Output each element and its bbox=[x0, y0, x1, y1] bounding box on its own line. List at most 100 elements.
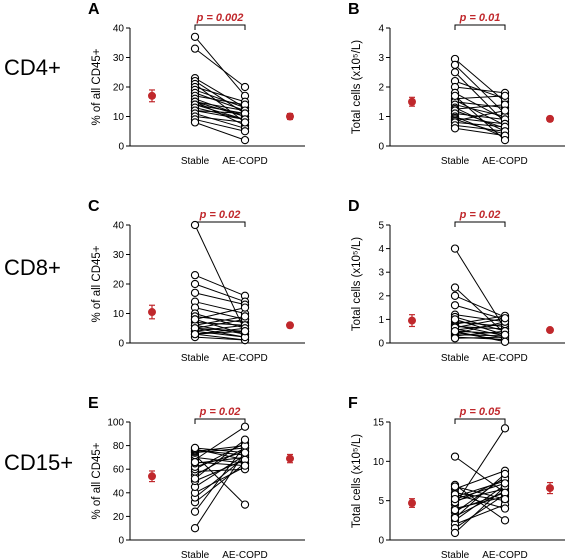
stable-point bbox=[450, 91, 460, 100]
pair-line bbox=[194, 330, 246, 335]
stable-mean-marker bbox=[408, 499, 416, 508]
y-tick-label: 5 bbox=[378, 221, 384, 232]
pair-line bbox=[194, 104, 246, 115]
y-axis-label: Total cells (x10⁵/L) bbox=[351, 237, 363, 331]
pair-line bbox=[454, 456, 506, 494]
pair-line bbox=[454, 248, 506, 330]
pair-line bbox=[454, 492, 506, 511]
y-tick-label: 5 bbox=[378, 496, 384, 507]
x-category-stable: Stable bbox=[441, 550, 470, 558]
stable-point bbox=[190, 443, 200, 453]
pair-line bbox=[194, 447, 246, 476]
ae-copd-point bbox=[500, 424, 510, 433]
y-tick-label: 10 bbox=[113, 309, 125, 320]
stable-point bbox=[450, 505, 460, 515]
x-category-stable: Stable bbox=[441, 156, 470, 167]
ae-copd-point bbox=[240, 500, 250, 509]
stable-point bbox=[450, 291, 460, 300]
pair-line bbox=[194, 118, 246, 132]
pair-line bbox=[194, 315, 246, 326]
ae-copd-point bbox=[240, 422, 250, 431]
ae-copd-mean-marker bbox=[286, 321, 294, 330]
pair-line bbox=[194, 92, 246, 112]
y-tick-label: 4 bbox=[378, 244, 384, 255]
panel-a: A % of all CD45+ 0 10 20 30 40 Stable AE-COPD p =… bbox=[88, 1, 305, 167]
stable-point bbox=[450, 60, 460, 70]
p-value-label: p = 0.02 bbox=[459, 209, 501, 221]
pair-line bbox=[454, 95, 506, 141]
pair-line bbox=[454, 318, 506, 336]
ae-copd-point bbox=[500, 494, 510, 504]
pair-line bbox=[194, 461, 246, 467]
y-axis-label: % of all CD45+ bbox=[91, 48, 103, 125]
ae-copd-point bbox=[500, 330, 510, 339]
stable-mean-marker bbox=[148, 308, 156, 317]
pair-line bbox=[194, 307, 246, 320]
stable-point bbox=[450, 482, 460, 491]
ae-copd-point bbox=[240, 327, 250, 336]
stable-point bbox=[190, 220, 200, 230]
pair-line bbox=[454, 110, 506, 129]
panel-c: C % of all CD45+ 0 10 20 30 40 Stable AE-COPD p =… bbox=[88, 198, 305, 364]
pair-line bbox=[454, 478, 506, 503]
stable-point bbox=[190, 288, 200, 297]
ae-copd-point bbox=[240, 135, 250, 145]
y-tick-label: 15 bbox=[373, 418, 385, 429]
pair-line bbox=[454, 480, 506, 498]
pair-line bbox=[194, 439, 246, 480]
pair-line bbox=[194, 327, 246, 332]
y-tick-label: 3 bbox=[378, 53, 384, 64]
pair-line bbox=[454, 317, 506, 329]
y-tick-label: 0 bbox=[118, 142, 124, 153]
x-category-stable: Stable bbox=[441, 353, 470, 364]
pair-line bbox=[194, 454, 246, 505]
y-tick-label: 3 bbox=[378, 268, 384, 279]
stable-point bbox=[190, 457, 200, 467]
ae-copd-point bbox=[240, 461, 250, 470]
y-tick-label: 40 bbox=[113, 24, 125, 35]
pair-line bbox=[454, 104, 506, 110]
ae-copd-point bbox=[500, 314, 510, 323]
pair-line bbox=[454, 470, 506, 490]
panel-b: B Total cells (x10⁵/L) 0 1 2 3 4 Stable AE-COPD p… bbox=[348, 1, 565, 167]
stable-point bbox=[450, 494, 460, 504]
pair-line bbox=[454, 110, 506, 122]
pair-line bbox=[194, 454, 246, 488]
pair-line bbox=[194, 447, 246, 454]
pair-line bbox=[194, 116, 246, 123]
panel-f: F Total cells (x10⁵/L) 0 5 10 15 Stable AE-COPD… bbox=[348, 395, 565, 558]
pair-line bbox=[454, 86, 506, 94]
ae-copd-point bbox=[240, 303, 250, 312]
pair-line bbox=[194, 83, 246, 123]
stable-mean-marker bbox=[148, 91, 156, 100]
y-axis-label: % of all CD45+ bbox=[91, 442, 103, 519]
significance-bracket bbox=[194, 24, 246, 30]
ae-copd-point bbox=[240, 312, 250, 321]
pair-line bbox=[194, 318, 246, 329]
row-label-cd8: CD8+ bbox=[4, 255, 61, 280]
pair-line bbox=[454, 118, 506, 135]
pair-line bbox=[194, 301, 246, 314]
ae-copd-point bbox=[500, 516, 510, 525]
x-category-ae-copd: AE-COPD bbox=[482, 353, 528, 364]
stable-point bbox=[450, 124, 460, 133]
stable-point bbox=[450, 513, 460, 523]
y-tick-label: 4 bbox=[378, 24, 384, 35]
panel-letter: D bbox=[348, 198, 360, 215]
stable-point bbox=[450, 528, 460, 538]
stable-point bbox=[190, 507, 200, 516]
pair-line bbox=[454, 95, 506, 100]
pair-line bbox=[194, 95, 246, 106]
pair-line bbox=[454, 124, 506, 132]
pair-line bbox=[194, 457, 246, 498]
x-category-ae-copd: AE-COPD bbox=[222, 353, 268, 364]
y-tick-label: 20 bbox=[113, 280, 125, 291]
pair-line bbox=[454, 321, 506, 335]
stable-point bbox=[450, 301, 460, 310]
panel-letter: F bbox=[348, 395, 358, 412]
ae-copd-point bbox=[500, 337, 510, 346]
pair-line bbox=[194, 336, 246, 341]
x-category-ae-copd: AE-COPD bbox=[482, 156, 528, 167]
